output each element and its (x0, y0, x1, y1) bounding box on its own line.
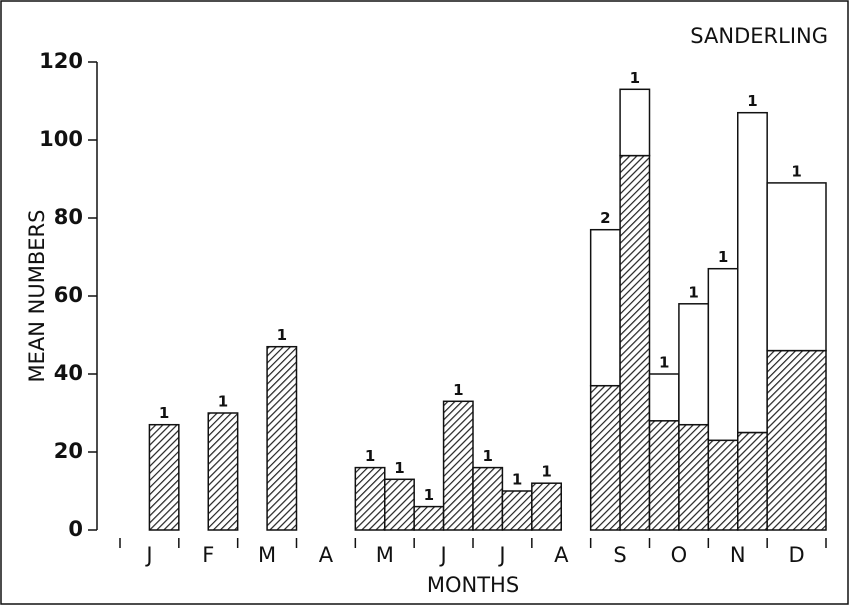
bar-segment (678, 303, 710, 426)
sample-count: 1 (482, 447, 492, 465)
sample-count: 1 (659, 354, 669, 372)
sample-count: 1 (159, 404, 169, 422)
sample-count: 1 (218, 393, 228, 411)
sample-count: 1 (791, 162, 801, 180)
bar-segment (707, 439, 739, 531)
bar-segment (737, 111, 768, 434)
sample-count: 1 (747, 92, 757, 110)
bar-segment (472, 466, 504, 531)
bar-segment (707, 267, 739, 442)
bar-segment (766, 182, 827, 352)
y-tick-label: 120 (39, 49, 83, 73)
x-tick-label: S (613, 543, 626, 567)
bar-segment (531, 482, 562, 531)
bar-segment (148, 423, 180, 531)
y-axis-label: MEAN NUMBERS (25, 210, 49, 383)
sample-count: 1 (718, 248, 728, 266)
sample-count: 1 (365, 447, 375, 465)
bar-segment (384, 478, 415, 531)
bar-segment (266, 345, 298, 531)
sample-count: 1 (394, 459, 404, 477)
x-tick-label: J (144, 543, 152, 567)
bar-segment (766, 349, 827, 531)
x-tick-label: A (319, 543, 334, 567)
x-tick-label: O (671, 543, 688, 567)
bar-segment (501, 490, 533, 531)
sample-count: 1 (512, 471, 522, 489)
sample-count: 1 (453, 381, 463, 399)
sample-count: 1 (688, 283, 698, 301)
sample-count: 1 (424, 486, 434, 504)
sample-count: 1 (277, 326, 287, 344)
bar-segment (619, 88, 651, 157)
bar-segment (648, 420, 680, 531)
x-tick-label: D (788, 543, 804, 567)
x-tick-label: F (202, 543, 214, 567)
y-tick-label: 80 (54, 205, 83, 229)
y-tick-label: 60 (54, 283, 83, 307)
bar-segment (678, 423, 710, 531)
y-tick-label: 20 (54, 439, 83, 463)
chart-title: SANDERLING (690, 24, 828, 48)
x-tick-label: J (497, 543, 505, 567)
bar-segment (737, 431, 768, 531)
x-tick-label: M (376, 543, 394, 567)
bar-segment (589, 384, 621, 531)
x-tick-label: J (438, 543, 446, 567)
x-tick-label: A (554, 543, 569, 567)
bar-segment (619, 154, 651, 531)
x-tick-label: M (258, 543, 276, 567)
sample-count: 1 (630, 69, 640, 87)
bar-segment (589, 228, 621, 387)
bar-segment (413, 505, 445, 531)
y-tick-label: 40 (54, 361, 83, 385)
y-tick-label: 100 (39, 127, 83, 151)
sample-count: 2 (600, 209, 610, 227)
bar-segment (354, 466, 386, 531)
bar-segment (207, 412, 239, 531)
x-axis-label: MONTHS (427, 573, 519, 597)
bar-segment (442, 400, 474, 531)
y-tick-label: 0 (68, 517, 83, 541)
bar-segment (648, 373, 680, 422)
x-tick-label: N (730, 543, 746, 567)
sample-count: 1 (541, 463, 551, 481)
